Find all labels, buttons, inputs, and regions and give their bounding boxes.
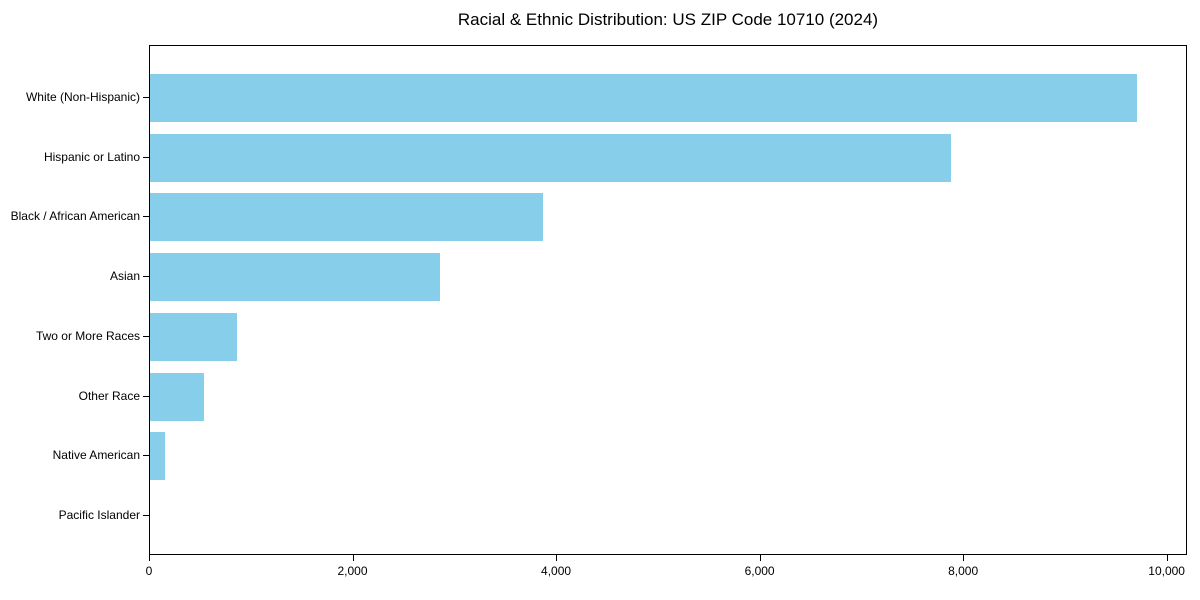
y-tick-label-hispanic-or-latino: Hispanic or Latino (43, 149, 140, 164)
bar-native-american (150, 432, 166, 481)
y-axis-tick (143, 276, 149, 278)
y-tick-label-two-or-more-races: Two or More Races (35, 328, 140, 343)
x-tick-label-6-000: 6,000 (744, 564, 775, 578)
y-axis-tick (143, 515, 149, 516)
y-axis-tick (143, 335, 149, 337)
x-tick-label-10-000: 10,000 (1148, 564, 1185, 578)
bar-two-or-more-races (150, 312, 237, 361)
x-tick-label-0: 0 (145, 564, 153, 578)
x-axis-tick (759, 555, 761, 561)
x-axis-tick (1166, 555, 1168, 561)
y-tick-label-black-african-american: Black / African American (10, 209, 140, 224)
x-axis-tick (149, 555, 150, 561)
x-tick-label-8-000: 8,000 (948, 564, 979, 578)
bar-white-non-hispanic (150, 74, 1138, 122)
x-tick-label-2-000: 2,000 (337, 564, 368, 578)
plot-area (149, 45, 1187, 555)
chart-title: Racial & Ethnic Distribution: US ZIP Cod… (457, 10, 879, 29)
bar-hispanic-or-latino (150, 133, 951, 182)
y-tick-label-white-non-hispanic: White (Non-Hispanic) (25, 90, 140, 104)
y-tick-label-asian: Asian (109, 269, 140, 284)
y-tick-label-pacific-islander: Pacific Islander (58, 508, 140, 522)
y-axis-tick (143, 97, 149, 98)
bar-asian (150, 253, 441, 302)
x-axis-tick (556, 555, 558, 561)
bar-other-race (150, 372, 204, 421)
y-tick-label-other-race: Other Race (78, 388, 140, 403)
y-axis-tick (143, 455, 149, 457)
y-tick-label-native-american: Native American (52, 448, 140, 463)
bar-black-african-american (150, 193, 543, 242)
y-axis-tick (143, 395, 149, 397)
x-axis-tick (963, 555, 965, 561)
y-axis-tick (143, 156, 149, 158)
x-tick-label-4-000: 4,000 (541, 564, 572, 578)
y-axis-tick (143, 216, 149, 218)
x-axis-tick (352, 555, 354, 561)
